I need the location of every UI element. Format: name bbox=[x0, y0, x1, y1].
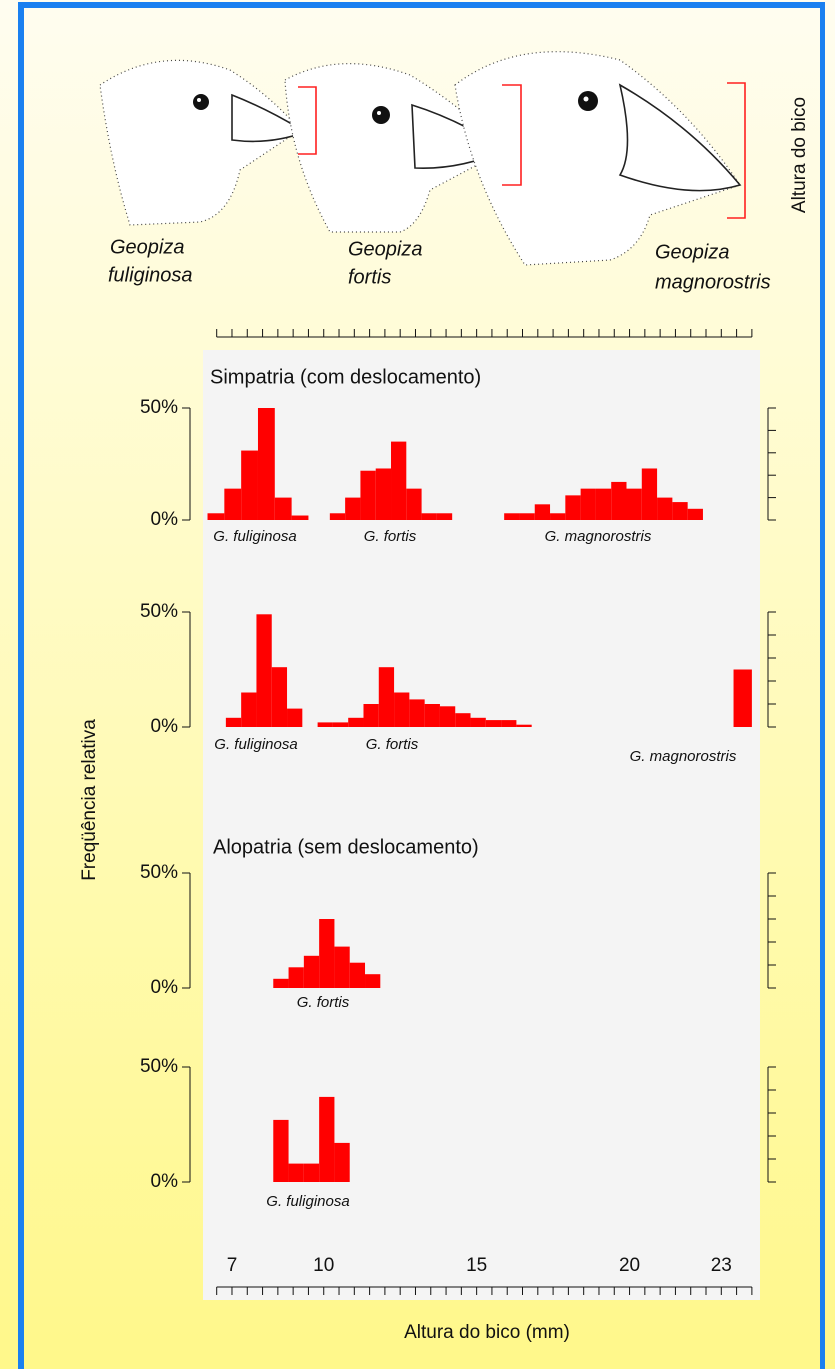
frame bbox=[18, 2, 825, 1369]
page: Altura do bico Geopiza fuliginosa Geopiz… bbox=[0, 0, 835, 1369]
